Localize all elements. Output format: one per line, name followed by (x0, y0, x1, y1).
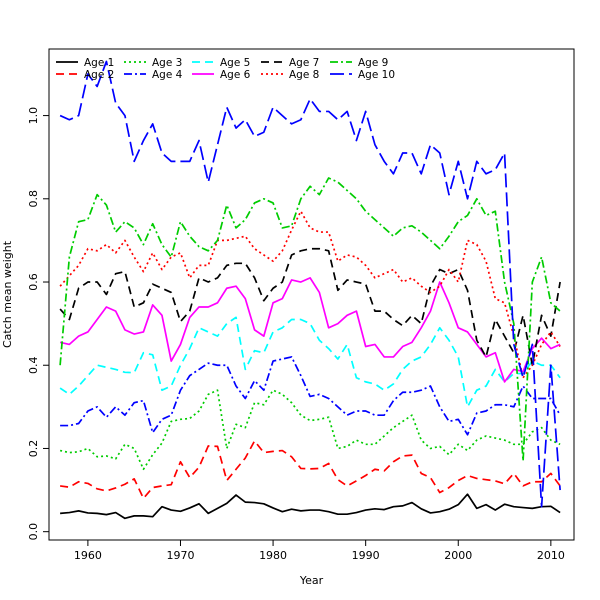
series-line-age-6 (59, 277, 561, 383)
legend-label-age-5: Age 5 (220, 57, 250, 69)
legend-label-age-10: Age 10 (358, 69, 395, 81)
legend-label-age-9: Age 9 (358, 57, 388, 69)
y-tick-label: 0.6 (27, 273, 40, 291)
legend-label-age-2: Age 2 (84, 69, 114, 81)
x-tick-label: 2000 (444, 549, 472, 562)
series-line-age-9 (59, 177, 561, 462)
legend-label-age-6: Age 6 (220, 69, 251, 81)
legend-label-age-7: Age 7 (289, 57, 319, 69)
axes: 1960 1970 1980 1990 2000 2010 0.0 0.2 0.4 0.6 0.8 1… (27, 107, 565, 562)
legend-label-age-1: Age 1 (84, 57, 114, 69)
series-layer (59, 60, 561, 520)
series-line-age-4 (60, 356, 561, 436)
series-line-age-3 (59, 389, 561, 471)
series-line-age-1 (60, 493, 561, 520)
y-tick-label: 1.0 (27, 107, 40, 125)
y-tick-label: 0.0 (27, 523, 40, 541)
x-tick-label: 1970 (166, 549, 194, 562)
x-axis-title: Year (299, 574, 324, 587)
series-line-age-8 (59, 210, 561, 379)
legend-label-age-3: Age 3 (152, 57, 182, 69)
plot-frame (48, 48, 575, 541)
y-axis-title: Catch mean weight (1, 240, 14, 348)
legend-label-age-4: Age 4 (152, 69, 183, 81)
series-line-age-10 (59, 60, 561, 508)
x-tick-label: 1960 (74, 549, 102, 562)
x-tick-label: 1990 (352, 549, 380, 562)
legend-label-age-8: Age 8 (289, 69, 319, 81)
y-tick-label: 0.2 (27, 440, 40, 458)
x-tick-label: 2010 (537, 549, 565, 562)
y-tick-label: 0.8 (27, 190, 40, 208)
y-tick-label: 0.4 (27, 356, 40, 374)
series-line-age-5 (59, 316, 561, 408)
series-line-age-2 (59, 440, 561, 500)
series-line-age-7 (59, 247, 561, 367)
x-tick-label: 1980 (259, 549, 287, 562)
